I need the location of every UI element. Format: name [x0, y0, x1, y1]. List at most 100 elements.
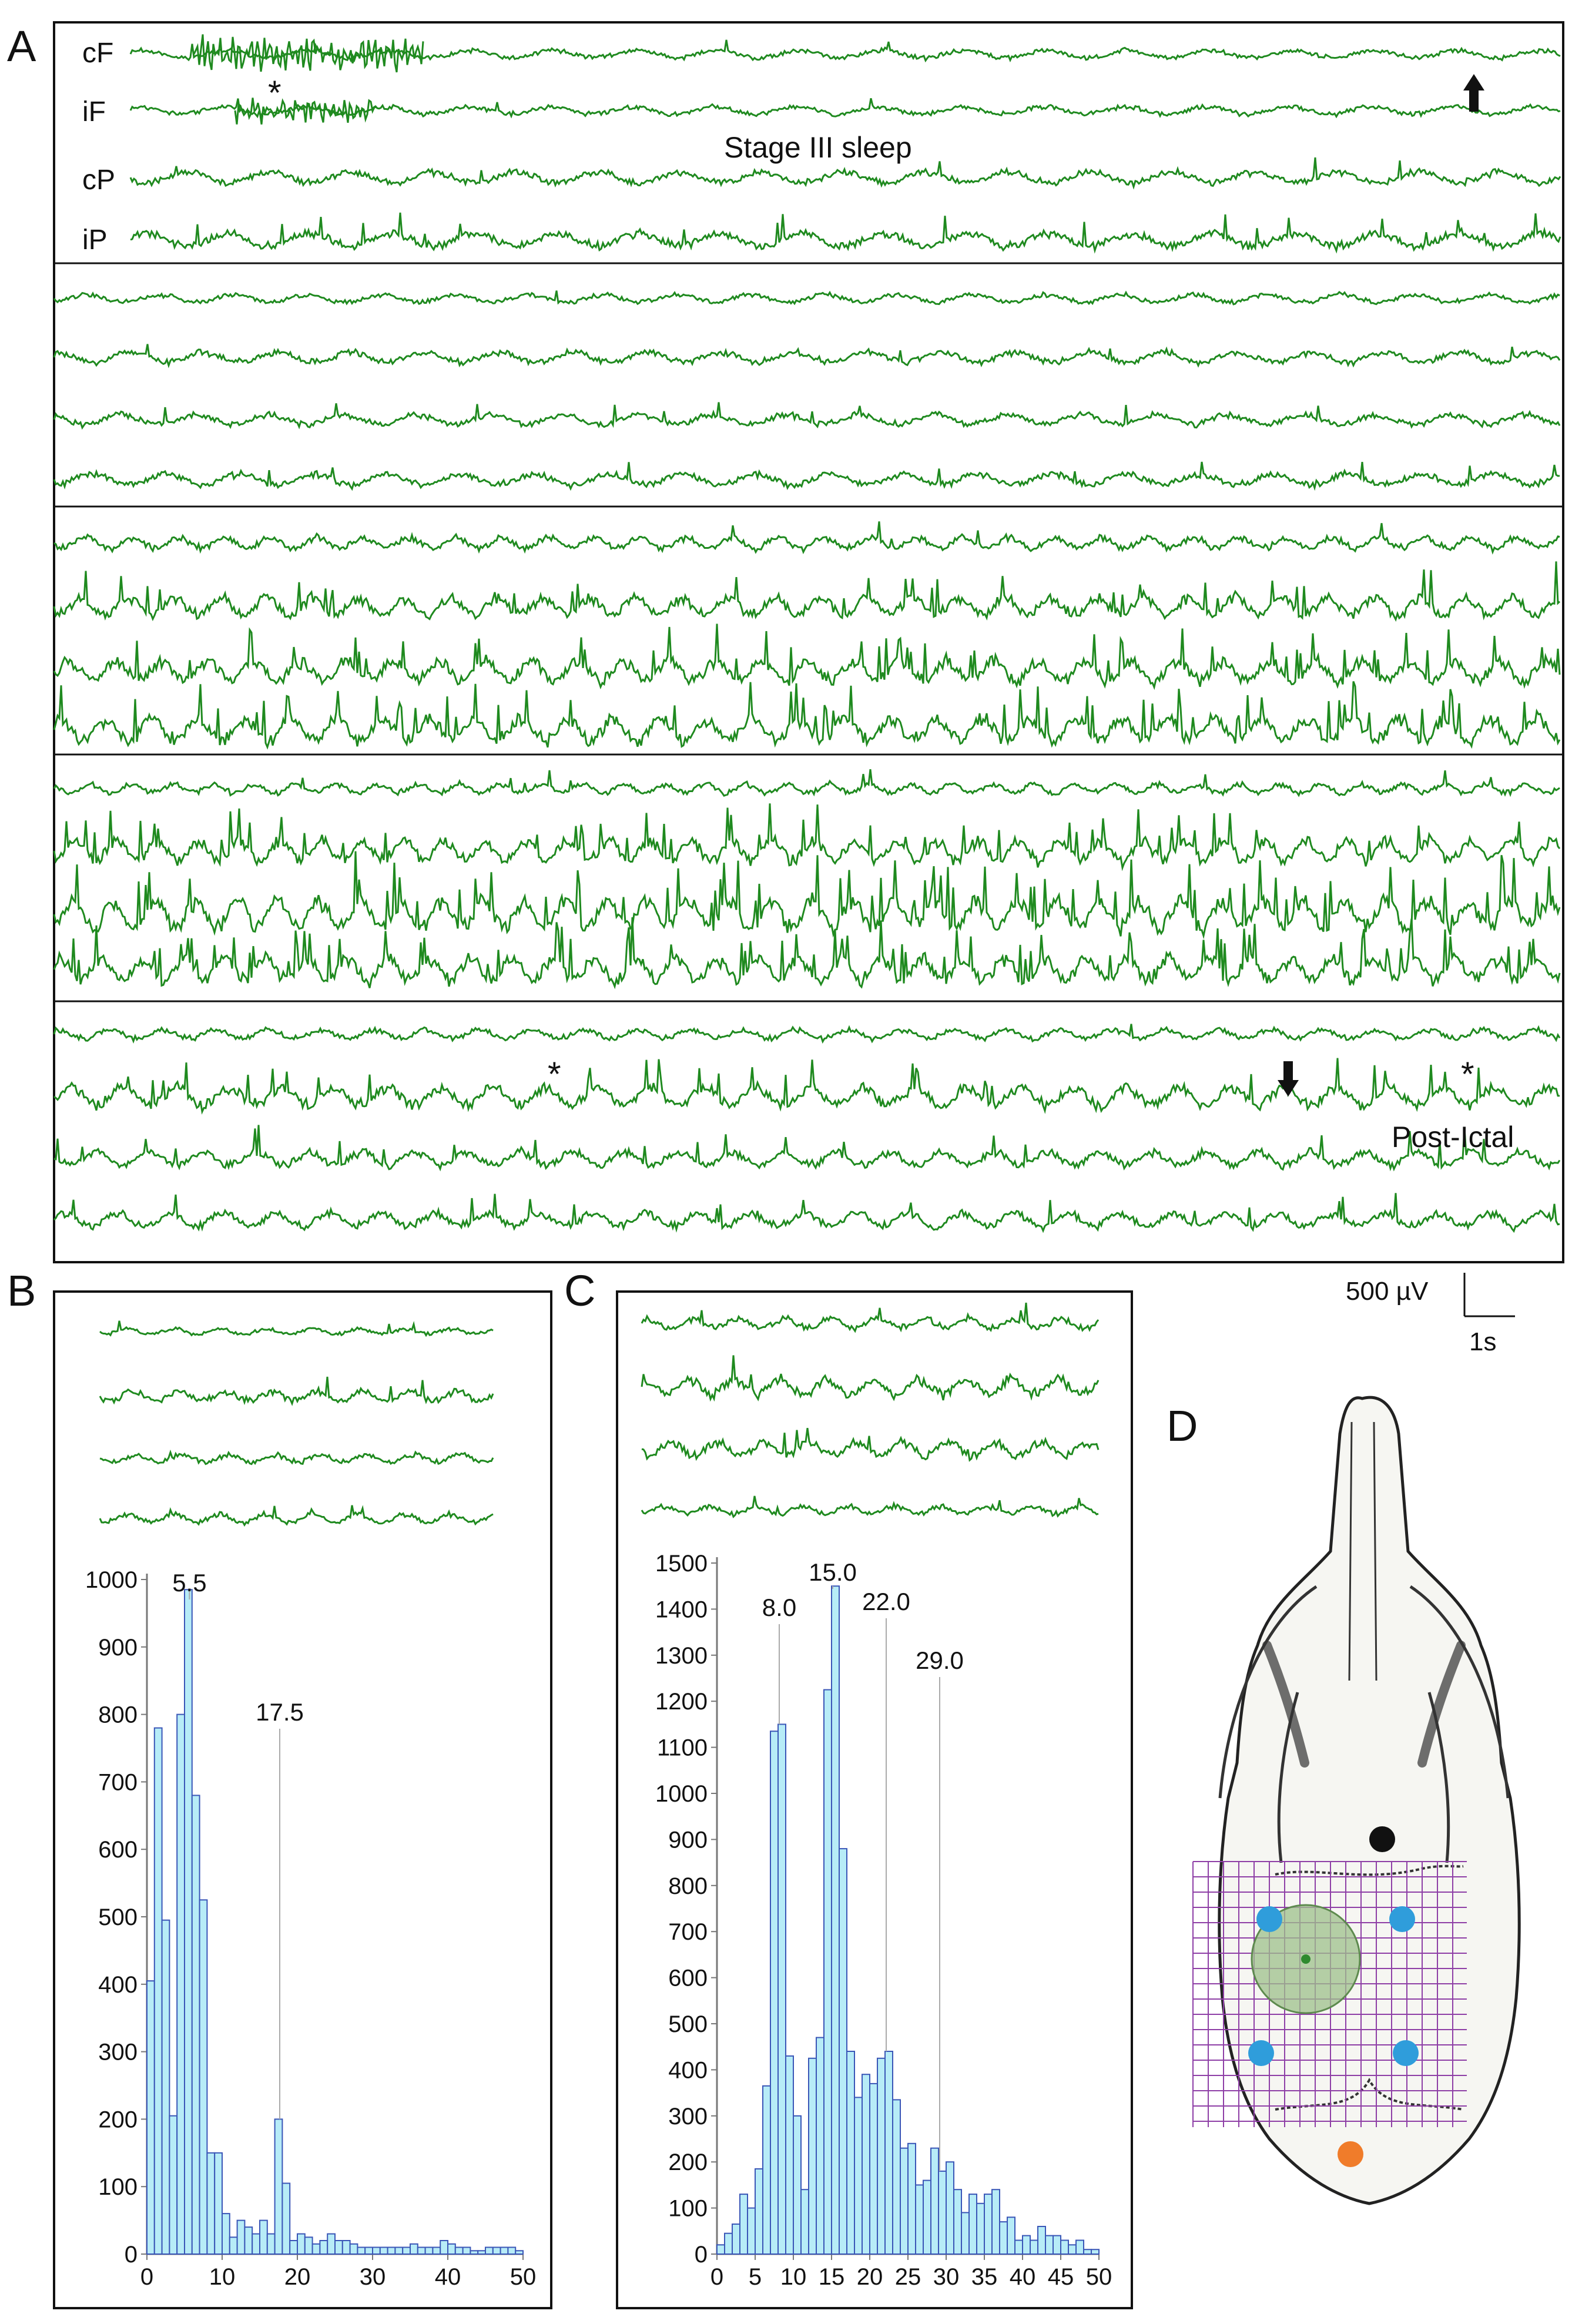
- peak-annotation-label: 17.5: [256, 1698, 304, 1726]
- histogram-bar: [297, 2233, 306, 2255]
- panel-a-dividers: [54, 262, 1563, 1002]
- histogram-bar: [281, 2182, 291, 2255]
- histogram-bar: [1014, 2239, 1023, 2255]
- histogram-bar: [274, 2118, 283, 2255]
- histogram-bar: [846, 2051, 855, 2255]
- asterisk-marker: *: [268, 74, 281, 112]
- skull-outline: [1218, 1396, 1521, 2205]
- mini-eeg-trace: [641, 1355, 1100, 1402]
- panel-a-letter: A: [7, 22, 36, 71]
- eeg-trace-row5-ch4: [53, 1193, 1560, 1233]
- panel-c-frame: [616, 1290, 1133, 2309]
- histogram-bar: [1045, 2235, 1054, 2255]
- panel-b-letter: B: [7, 1266, 36, 1315]
- mini-eeg-trace: [641, 1428, 1100, 1462]
- histogram-bar: [1053, 2235, 1061, 2255]
- histogram-bar: [311, 2243, 321, 2255]
- histogram-bar: [823, 1689, 832, 2255]
- eeg-traces: [53, 34, 1561, 1233]
- y-tick-label: 900: [668, 1827, 708, 1853]
- eeg-trace-row5-ch1: [53, 1024, 1561, 1044]
- histogram-bar: [341, 2240, 351, 2255]
- panel-b: 0 100 200 300 400 500 600 700 800 900 1000 0 10 20 30 4…: [53, 1290, 552, 2309]
- y-tick-label: 200: [668, 2149, 708, 2175]
- histogram-bar: [991, 2189, 1000, 2255]
- histogram-bar: [410, 2243, 418, 2255]
- histogram-bar: [1030, 2239, 1038, 2255]
- eeg-trace-row3-ch3: [53, 623, 1561, 690]
- histogram-bar: [1075, 2239, 1084, 2255]
- y-tick-label: 0: [695, 2242, 708, 2268]
- scale-bar: [1463, 1273, 1515, 1317]
- histogram-bar: [236, 2219, 246, 2255]
- histogram-bar: [244, 2226, 253, 2255]
- mini-eeg-trace: [99, 1320, 494, 1337]
- panel-c-traces: [641, 1302, 1100, 1518]
- panel-c-letter: C: [564, 1266, 596, 1315]
- mini-eeg-trace: [99, 1505, 494, 1527]
- histogram-bar: [146, 1980, 155, 2255]
- panel-c: 0100200300400500600700800900100011001200…: [616, 1290, 1133, 2309]
- histogram-bar: [999, 2221, 1008, 2255]
- histogram-bar: [1022, 2235, 1031, 2255]
- ground-electrode-rear: [1338, 2141, 1363, 2167]
- histogram-bar: [716, 2244, 725, 2255]
- channel-label-if: iF: [82, 96, 106, 128]
- histogram-bar: [454, 2246, 464, 2255]
- histogram-bar: [953, 2189, 962, 2255]
- arrow-up-icon: [1463, 74, 1484, 112]
- y-tick-label: 800: [98, 1702, 138, 1728]
- arrow-down-icon: [1278, 1061, 1299, 1096]
- histogram-bar: [793, 2115, 802, 2255]
- y-tick-label: 100: [98, 2174, 138, 2200]
- eeg-trace-row1-ch2: [129, 98, 1561, 119]
- histogram-bar: [289, 2240, 299, 2255]
- channel-label-cp: cP: [82, 165, 115, 196]
- histogram-bar: [724, 2232, 733, 2255]
- histogram-bar: [762, 2085, 771, 2255]
- eeg-trace-row5-ch3: [53, 1125, 1561, 1172]
- stage-iii-sleep-label: Stage III sleep: [724, 131, 912, 164]
- post-ictal-label: Post-Ictal: [1392, 1121, 1514, 1153]
- y-tick-label: 1200: [655, 1689, 708, 1715]
- histogram-bar: [477, 2250, 487, 2255]
- y-tick-label: 800: [668, 1873, 708, 1899]
- histogram-bar: [169, 2115, 178, 2255]
- panel-a-frame: [53, 21, 1564, 1263]
- y-tick-label: 1300: [655, 1643, 708, 1669]
- histogram-bar: [1068, 2244, 1077, 2255]
- histogram-bar: [515, 2250, 524, 2255]
- histogram-bar: [206, 2152, 216, 2255]
- histogram-bar: [915, 2184, 924, 2255]
- histogram-bar: [176, 1713, 186, 2255]
- histogram-bar: [485, 2246, 494, 2255]
- histogram-bar: [1060, 2239, 1069, 2255]
- histogram-bar: [831, 1585, 840, 2255]
- histogram-bar: [252, 2233, 261, 2255]
- histogram-bar: [394, 2246, 404, 2255]
- histogram-bar: [984, 2194, 993, 2255]
- x-tick-label: 0: [140, 2264, 153, 2290]
- mini-eeg-trace: [641, 1495, 1099, 1518]
- y-tick-label: 1500: [655, 1551, 708, 1577]
- histogram-bar: [161, 1919, 170, 2255]
- x-tick-label: 45: [1048, 2264, 1074, 2290]
- recording-electrode-ip: [1393, 2040, 1419, 2066]
- lesion-center: [1301, 1954, 1310, 1964]
- eeg-trace-row2-ch4: [53, 461, 1560, 491]
- y-tick-label: 300: [98, 2040, 138, 2065]
- panel-b-frame: [53, 1290, 552, 2309]
- peak-annotation-label: 15.0: [809, 1558, 857, 1586]
- histogram-bar: [930, 2147, 939, 2255]
- eeg-trace-row4-ch2: [53, 803, 1561, 871]
- histogram-bar: [869, 2082, 878, 2255]
- skull-eye-sockets: [1262, 1641, 1466, 1768]
- histogram-bar: [1091, 2249, 1100, 2255]
- histogram-bar: [214, 2152, 223, 2255]
- histogram-bar: [259, 2219, 268, 2255]
- scale-bar-voltage-label: 500 µV: [1346, 1277, 1429, 1306]
- eeg-trace-row3-ch2: [53, 561, 1561, 622]
- panel-d-skull-diagram: [1192, 1396, 1521, 2205]
- eeg-trace-row1-ch3: [129, 157, 1561, 190]
- x-tick-label: 30: [360, 2264, 386, 2290]
